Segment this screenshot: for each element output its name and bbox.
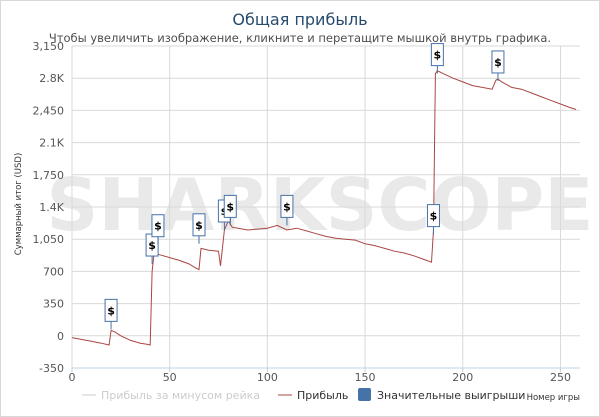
x-tick-label: 150 bbox=[355, 371, 376, 384]
x-tick-label: 200 bbox=[452, 371, 473, 384]
watermark: SHARKSCOPE bbox=[47, 163, 594, 247]
y-tick-label: 3,150 bbox=[33, 40, 65, 53]
y-tick-label: 1,750 bbox=[33, 169, 65, 182]
legend-label-rake: Прибыль за минусом рейка bbox=[101, 389, 260, 402]
win-flag-box bbox=[104, 298, 118, 322]
win-flag[interactable]: $ bbox=[280, 194, 294, 226]
win-flag[interactable]: $ bbox=[104, 298, 118, 330]
win-flag[interactable]: $ bbox=[192, 213, 206, 244]
win-flag-label: $ bbox=[107, 304, 115, 317]
win-flag-label: $ bbox=[226, 200, 234, 213]
win-flag-label: $ bbox=[494, 56, 502, 69]
legend-item-rake[interactable]: Прибыль за минусом рейка bbox=[82, 389, 260, 402]
win-flag-label: $ bbox=[195, 219, 203, 232]
x-tick-label: 0 bbox=[69, 371, 76, 384]
win-flag-box bbox=[223, 194, 237, 218]
x-tick-label: 50 bbox=[163, 371, 177, 384]
chart-title: Общая прибыль bbox=[232, 10, 367, 29]
win-flag-box bbox=[192, 213, 206, 237]
chart-subtitle: Чтобы увеличить изображение, кликните и … bbox=[49, 31, 551, 45]
y-tick-label: 700 bbox=[43, 265, 64, 278]
y-tick-label: 2.8K bbox=[39, 72, 64, 85]
win-flag-box bbox=[151, 214, 165, 238]
legend-label-profit: Прибыль bbox=[297, 389, 348, 402]
win-flag[interactable]: $ bbox=[223, 194, 237, 226]
x-tick-label: 100 bbox=[257, 371, 278, 384]
win-flag-box bbox=[491, 50, 505, 74]
legend-label-wins: Значительные выигрыши bbox=[377, 389, 525, 402]
win-flag-label: $ bbox=[154, 220, 162, 233]
legend-swatch-wins bbox=[358, 388, 371, 401]
win-flag-label: $ bbox=[434, 49, 442, 62]
y-tick-label: 1,050 bbox=[33, 233, 65, 246]
y-tick-label: 2.1K bbox=[39, 137, 64, 150]
series-layer bbox=[71, 70, 577, 346]
y-tick-label: 1.4K bbox=[39, 201, 64, 214]
win-flag[interactable]: $ bbox=[145, 233, 159, 265]
series-line-1[interactable] bbox=[71, 70, 577, 346]
win-flag-box bbox=[280, 194, 294, 218]
y-tick-label: -350 bbox=[39, 362, 64, 375]
x-tick-label: 250 bbox=[550, 371, 571, 384]
grid bbox=[71, 45, 580, 369]
win-flag[interactable]: $ bbox=[426, 204, 440, 235]
legend-item-profit[interactable]: Прибыль bbox=[278, 389, 348, 402]
win-flag-box bbox=[430, 43, 444, 67]
win-flag[interactable]: $ bbox=[430, 43, 444, 74]
y-tick-label: 2,450 bbox=[33, 104, 65, 117]
win-flag-label: $ bbox=[148, 239, 156, 252]
y-axis: -350 0 350 700 1,050 1.4K 1,750 2.1K 2,450 2.8K 3,… bbox=[33, 40, 65, 375]
y-tick-label: 0 bbox=[57, 330, 64, 343]
win-flag-label: $ bbox=[430, 210, 438, 223]
win-flag-box bbox=[426, 204, 440, 228]
y-tick-label: 350 bbox=[43, 298, 64, 311]
x-axis-title: Номер игры bbox=[527, 393, 580, 403]
win-flag[interactable]: $ bbox=[151, 214, 165, 245]
win-flag[interactable]: $ bbox=[491, 50, 505, 81]
win-flag-label: $ bbox=[283, 200, 291, 213]
x-axis: 0 50 100 150 200 250 bbox=[69, 367, 580, 384]
y-axis-title: Суммарный итог (USD) bbox=[14, 153, 24, 256]
win-flags-layer: $$$$$$$$$$ bbox=[104, 43, 505, 330]
legend: Прибыль за минусом рейка Прибыль Значите… bbox=[82, 388, 525, 402]
legend-item-wins[interactable]: Значительные выигрыши bbox=[358, 388, 525, 402]
